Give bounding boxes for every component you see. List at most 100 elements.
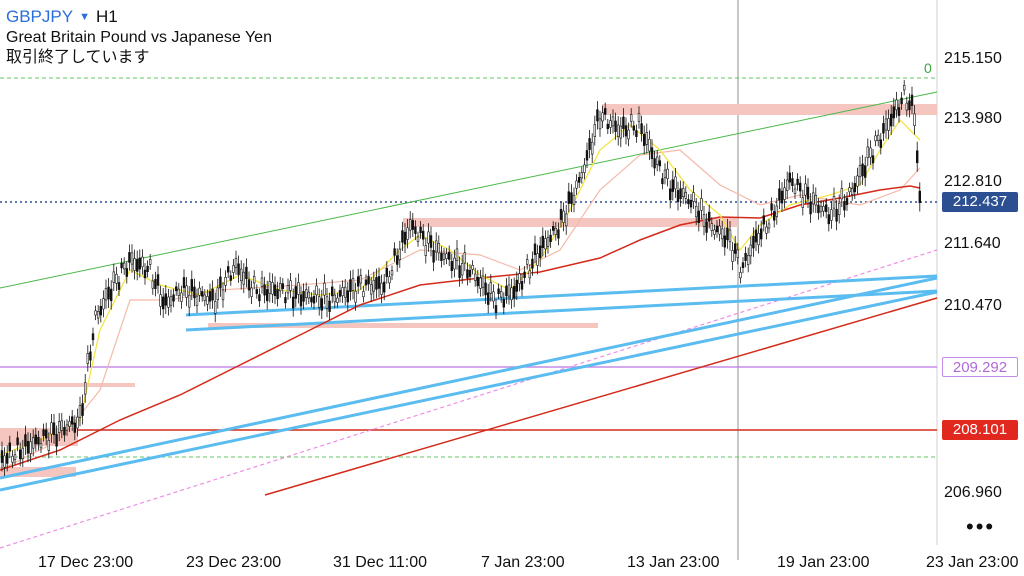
candle-body <box>895 99 898 111</box>
candle-body <box>484 282 487 296</box>
candle-body <box>39 443 43 449</box>
candle-body <box>102 298 105 310</box>
candle-body <box>60 420 64 431</box>
time-tick: 19 Jan 23:00 <box>777 554 870 571</box>
candle-body <box>492 291 495 302</box>
timeframe-label[interactable]: H1 <box>95 7 118 26</box>
candle-body <box>637 113 641 122</box>
candle-body <box>718 225 721 235</box>
candle-body <box>575 180 578 189</box>
candle-body <box>874 135 877 142</box>
candle-body <box>276 289 279 300</box>
candle-body <box>375 277 378 290</box>
candle-body <box>684 191 688 199</box>
candle-body <box>866 146 870 159</box>
candle-body <box>598 118 602 130</box>
candle-body <box>240 268 243 282</box>
candle-body <box>159 294 162 307</box>
more-options-icon[interactable]: ••• <box>966 514 996 539</box>
candle-body <box>242 271 245 285</box>
candle-body <box>455 248 459 262</box>
candle-body <box>544 238 547 250</box>
candle-body <box>715 225 719 233</box>
candle-body <box>632 125 636 131</box>
candle-body <box>123 262 126 270</box>
candle-body <box>726 227 729 241</box>
candle-body <box>120 262 123 269</box>
candle-body <box>110 288 113 302</box>
candle-body <box>518 273 521 284</box>
candle-body <box>162 296 165 310</box>
candle-body <box>731 250 734 262</box>
candle-body <box>785 179 789 192</box>
candle-body <box>434 240 438 253</box>
candle-body <box>884 118 888 131</box>
support-zone <box>208 323 598 328</box>
green-trendline <box>0 91 938 289</box>
candle-body <box>8 442 11 452</box>
candle-body <box>772 211 776 221</box>
candle-body <box>227 266 230 273</box>
candle-body <box>843 201 846 211</box>
candle-body <box>863 165 867 178</box>
candle-body <box>312 295 316 304</box>
candle-body <box>206 296 209 305</box>
candle-body <box>824 204 828 213</box>
candle-body <box>265 289 269 302</box>
candle-body <box>783 187 786 200</box>
candle-body <box>609 120 612 128</box>
candle-body <box>850 188 854 195</box>
candle-body <box>0 450 4 463</box>
candle-body <box>814 194 818 206</box>
candle-body <box>37 436 40 445</box>
candle-body <box>897 107 901 116</box>
candle-body <box>468 269 472 277</box>
candle-body <box>606 123 610 130</box>
candle-body <box>188 294 191 308</box>
time-tick: 17 Dec 23:00 <box>38 554 134 571</box>
price-tick: 215.150 <box>944 50 1002 67</box>
candle-body <box>182 277 186 289</box>
candle-body <box>320 298 323 311</box>
candle-body <box>762 215 766 225</box>
candle-body <box>346 290 349 303</box>
candle-body <box>798 182 802 192</box>
candle-body <box>31 437 35 449</box>
resistance-zone-mid <box>403 218 738 227</box>
candle-body <box>81 403 84 416</box>
candle-body <box>512 286 516 299</box>
candle-body <box>349 279 352 292</box>
chevron-down-icon[interactable]: ▼ <box>79 11 90 23</box>
candle-body <box>390 270 394 276</box>
candle-body <box>739 272 742 279</box>
blue-trendline-4 <box>185 289 938 332</box>
ma-medium <box>0 149 921 471</box>
candle-body <box>393 248 396 256</box>
candle-body <box>167 296 170 308</box>
candle-body <box>338 290 342 297</box>
candle-body <box>614 120 617 132</box>
symbol-selector[interactable]: GBPJPY <box>6 7 74 26</box>
candle-body <box>333 294 336 303</box>
candle-body <box>754 229 758 243</box>
candle-body <box>68 421 71 427</box>
candle-body <box>692 192 695 202</box>
candle-body <box>590 141 594 155</box>
candle-body <box>44 429 48 439</box>
candle-body <box>627 129 630 140</box>
candle-body <box>73 422 77 433</box>
candle-body <box>89 351 92 361</box>
candle-body <box>408 219 412 231</box>
candle-body <box>149 259 152 265</box>
candle-body <box>247 279 251 291</box>
candle-body <box>845 197 849 205</box>
candle-body <box>50 422 53 435</box>
candle-body <box>185 285 188 298</box>
candle-body <box>104 288 108 301</box>
candle-body <box>421 230 425 240</box>
candle-body <box>323 282 326 296</box>
candle-body <box>788 172 792 183</box>
candle-body <box>479 277 482 289</box>
candle-body <box>416 236 420 242</box>
